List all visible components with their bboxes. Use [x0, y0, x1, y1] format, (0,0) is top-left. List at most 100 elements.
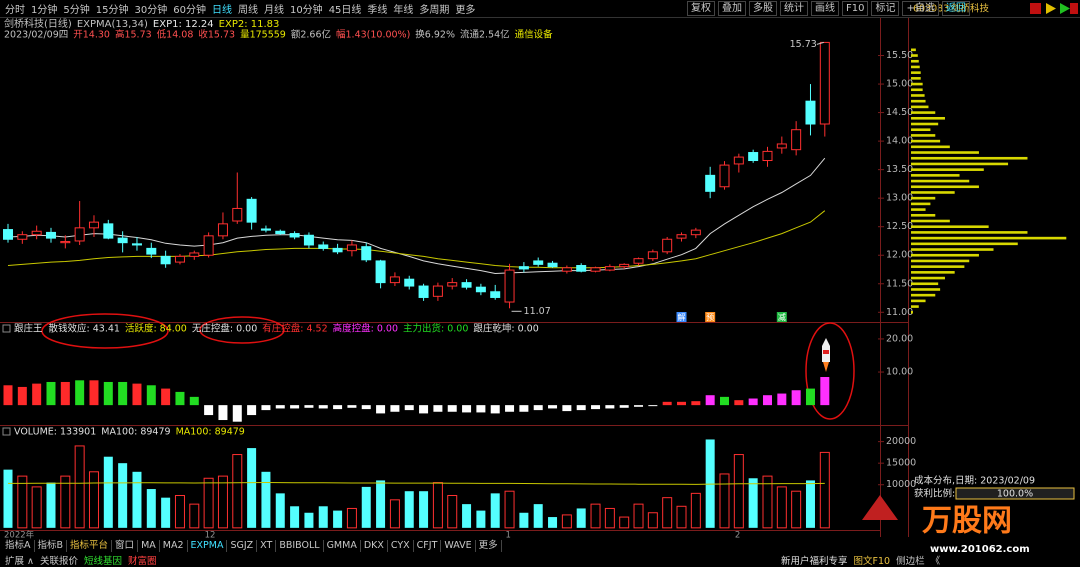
- indicator-tab[interactable]: 指标平台: [67, 539, 113, 552]
- period-tab[interactable]: 30分钟: [134, 5, 168, 16]
- candle-body: [475, 286, 486, 293]
- status-item[interactable]: 侧边栏: [896, 555, 925, 567]
- indicator-tab[interactable]: MA: [138, 539, 160, 552]
- period-tab[interactable]: 月线: [263, 5, 284, 16]
- chip-bar: [911, 236, 1067, 240]
- period-tab[interactable]: 日线: [211, 5, 232, 16]
- candle-body: [260, 228, 271, 231]
- y-tick-label: 13.00: [886, 193, 913, 204]
- candle-body: [447, 282, 458, 287]
- toolbar-button[interactable]: 复权: [687, 1, 715, 16]
- indicator-tab[interactable]: CYX: [388, 539, 414, 552]
- indicator-tab[interactable]: 指标A: [2, 539, 35, 552]
- indicator-tabs: 指标A 指标B 指标平台 窗口 MA MA2 EXPMA SGJZ XT BBIBOLL GMMA D…: [2, 539, 502, 552]
- status-item[interactable]: 扩展 ∧: [5, 555, 34, 567]
- high-label: 15.73: [790, 39, 817, 50]
- candle-body: [633, 258, 644, 264]
- bar: [161, 497, 171, 528]
- period-tab[interactable]: 周线: [237, 5, 258, 16]
- period-tab[interactable]: 季线: [367, 5, 388, 16]
- indicator-tab[interactable]: XT: [257, 539, 277, 552]
- bar: [505, 405, 515, 412]
- bar: [419, 405, 429, 414]
- chip-bar: [911, 191, 955, 194]
- x-tick-label: 2: [735, 531, 740, 541]
- candle-body: [375, 260, 386, 284]
- indicator-tab[interactable]: WAVE: [441, 539, 476, 552]
- icon[interactable]: [1060, 3, 1070, 14]
- expma-line: [7, 157, 826, 275]
- candle-body: [404, 278, 415, 287]
- bar: [561, 514, 572, 529]
- chip-bar: [911, 231, 1028, 234]
- indicator-tab[interactable]: GMMA: [324, 539, 361, 552]
- candle-body: [719, 164, 730, 188]
- candle-body: [690, 229, 701, 236]
- pane-icon: [2, 324, 11, 333]
- period-tab[interactable]: 更多: [455, 5, 476, 16]
- chip-bar: [911, 168, 984, 171]
- chip-bar: [911, 48, 916, 52]
- indicator-tab[interactable]: SGJZ: [227, 539, 258, 552]
- bar: [174, 495, 185, 529]
- period-tab[interactable]: 60分钟: [173, 5, 206, 16]
- indicator-tab[interactable]: CFJT: [414, 539, 442, 552]
- period-tab[interactable]: 年线: [393, 5, 414, 16]
- chip-bar: [911, 128, 931, 132]
- icon[interactable]: [1030, 3, 1041, 14]
- bar: [290, 405, 300, 409]
- period-tab[interactable]: 多周期: [419, 5, 450, 16]
- period-tabs: 分时 1分钟 5分钟 15分钟 30分钟 60分钟 日线 周线 月线 10分钟 45日线 季线 年线 多周…: [2, 1, 478, 16]
- indicator-tab[interactable]: BBIBOLL: [276, 539, 324, 552]
- candle-body: [88, 221, 99, 229]
- period-tab[interactable]: 1分钟: [31, 5, 58, 16]
- status-item[interactable]: 财富圈: [128, 555, 157, 567]
- toolbar-button[interactable]: 标记: [871, 1, 900, 16]
- candle-body: [160, 255, 171, 265]
- chip-bar: [911, 265, 965, 268]
- bar: [819, 451, 830, 529]
- chip-bar: [911, 196, 936, 200]
- bar: [720, 396, 729, 406]
- icon[interactable]: [1046, 3, 1056, 14]
- period-tab[interactable]: 10分钟: [289, 5, 323, 16]
- highlight-ellipse: [199, 316, 285, 344]
- indicator-tab[interactable]: DKX: [361, 539, 388, 552]
- event-marker: [776, 312, 787, 322]
- icon[interactable]: [1070, 3, 1078, 14]
- ma-line: [8, 481, 825, 485]
- indicator-tab[interactable]: 更多: [476, 539, 502, 552]
- period-tab[interactable]: 15分钟: [95, 5, 129, 16]
- toolbar-button[interactable]: 叠加: [718, 1, 746, 16]
- period-tab[interactable]: 5分钟: [63, 5, 90, 16]
- chip-bar: [911, 71, 921, 74]
- indicator-tab[interactable]: EXPMA: [188, 539, 228, 552]
- bar: [146, 489, 156, 528]
- indicator-tab[interactable]: 窗口: [112, 539, 139, 552]
- status-item[interactable]: 新用户福利专享: [781, 555, 848, 567]
- bar: [605, 405, 615, 409]
- status-item[interactable]: 短线基因: [84, 555, 123, 567]
- pane-icon: [2, 427, 11, 436]
- status-item[interactable]: 关联报价: [39, 555, 78, 567]
- status-item[interactable]: 《: [930, 555, 941, 567]
- indicator-tab[interactable]: MA2: [160, 539, 188, 552]
- toolbar-button[interactable]: 画线: [811, 1, 839, 16]
- toolbar-button[interactable]: +自选: [902, 1, 939, 16]
- toolbar-button[interactable]: 返回: [941, 1, 970, 16]
- period-tab[interactable]: 分时: [5, 5, 25, 16]
- toolbar-button[interactable]: 多股: [749, 1, 777, 16]
- toolbar-button[interactable]: F10: [842, 1, 869, 16]
- period-tab[interactable]: 45日线: [328, 5, 362, 16]
- bar: [46, 381, 56, 406]
- status-right: 新用户福利专享 图文F10 侧边栏《: [778, 553, 943, 567]
- chip-title: 成本分布,日期: 2023/02/09: [914, 475, 1035, 487]
- status-item[interactable]: 图文F10: [853, 555, 891, 567]
- candle-body: [619, 263, 630, 268]
- y-tick-label: 10000: [886, 479, 916, 490]
- bar: [447, 405, 457, 412]
- toolbar-button[interactable]: 统计: [780, 1, 808, 16]
- legend-text: 剑桥科技(日线): [4, 17, 72, 30]
- indicator-tab[interactable]: 指标B: [35, 539, 68, 552]
- bar: [662, 401, 672, 406]
